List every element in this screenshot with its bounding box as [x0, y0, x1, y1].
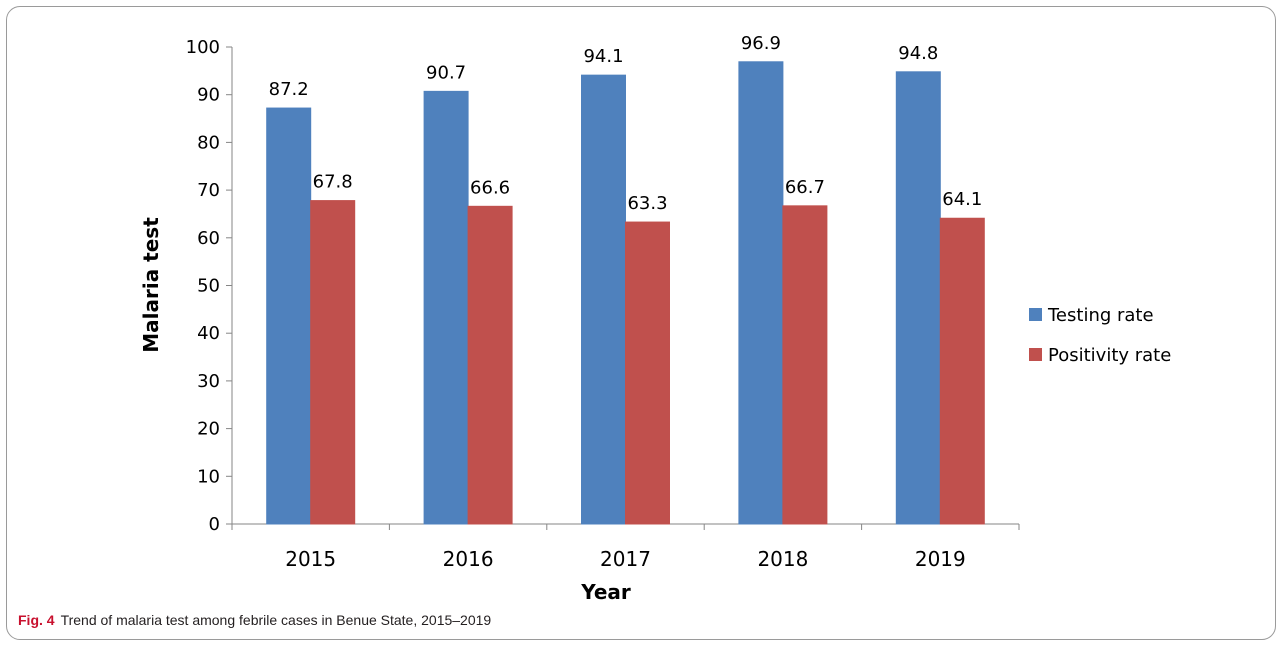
figure-frame — [6, 6, 1276, 640]
positivity-rate-bar — [939, 217, 985, 525]
legend-label: Testing rate — [1047, 305, 1154, 326]
x-axis-title: Year — [580, 580, 631, 604]
legend: Testing rate Positivity rate — [1029, 305, 1171, 366]
data-label: 94.1 — [583, 46, 623, 67]
x-tick-label: 2019 — [915, 547, 966, 571]
data-label: 87.2 — [269, 79, 309, 100]
y-tick-label: 40 — [197, 323, 220, 344]
data-label: 90.7 — [426, 62, 466, 83]
y-tick-label: 30 — [197, 371, 220, 392]
data-label: 94.8 — [898, 43, 938, 64]
figure-caption: Fig. 4 Trend of malaria test among febril… — [18, 612, 491, 628]
legend-swatch-positivity-rate — [1029, 348, 1042, 361]
testing-rate-bar — [423, 90, 469, 525]
y-tick-label: 10 — [197, 466, 220, 487]
y-tick-label: 100 — [186, 37, 220, 58]
testing-rate-bar — [738, 61, 784, 525]
figure-label: Fig. 4 — [18, 612, 55, 628]
x-tick-label: 2015 — [285, 547, 336, 571]
y-tick-label: 20 — [197, 419, 220, 440]
testing-rate-bar — [895, 71, 941, 525]
data-label: 63.3 — [627, 193, 667, 214]
y-axis-title: Malaria test — [139, 217, 163, 353]
data-label: 64.1 — [942, 189, 982, 210]
positivity-rate-bar — [625, 221, 670, 525]
y-axis: 0 10 20 30 40 50 60 70 80 90 100 — [186, 37, 233, 535]
y-tick-label: 90 — [197, 85, 220, 106]
testing-rate-bar — [581, 74, 626, 525]
data-label: 67.8 — [313, 172, 353, 193]
data-label: 66.7 — [785, 177, 825, 198]
positivity-rate-bar — [310, 200, 356, 525]
y-tick-label: 0 — [209, 514, 220, 535]
y-tick-label: 50 — [197, 276, 220, 297]
positivity-rate-bar — [467, 205, 513, 525]
x-axis: 2015 2016 2017 2018 2019 — [231, 523, 1020, 571]
y-tick-label: 60 — [197, 228, 220, 249]
testing-rate-bar — [266, 107, 312, 525]
x-tick-label: 2017 — [600, 547, 651, 571]
y-tick-label: 80 — [197, 132, 220, 153]
x-tick-label: 2016 — [443, 547, 494, 571]
positivity-rate-bar — [782, 205, 828, 525]
data-label: 66.6 — [470, 177, 510, 198]
legend-swatch-testing-rate — [1029, 308, 1042, 321]
x-tick-label: 2018 — [757, 547, 808, 571]
legend-label: Positivity rate — [1048, 345, 1171, 366]
bar-labels: 87.2 90.7 94.1 96.9 94.8 67.8 66.6 63.3 66.7 64.1 — [269, 33, 983, 214]
figure-caption-text: Trend of malaria test among febrile case… — [60, 612, 492, 628]
y-tick-label: 70 — [197, 180, 220, 201]
bars — [266, 61, 985, 525]
data-label: 96.9 — [741, 33, 781, 54]
